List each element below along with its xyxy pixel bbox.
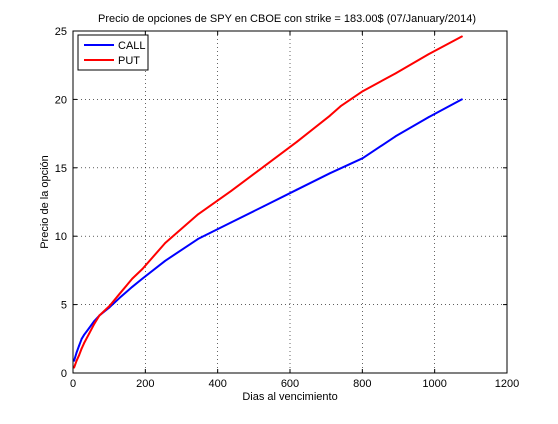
data-point-call bbox=[80, 337, 83, 340]
x-tick-label: 600 bbox=[281, 378, 299, 390]
x-axis-label: Dias al vencimiento bbox=[242, 391, 337, 403]
data-point-put bbox=[141, 268, 144, 270]
data-point-put bbox=[427, 53, 430, 56]
data-point-call bbox=[164, 259, 167, 262]
data-point-put bbox=[295, 140, 298, 143]
data-point-call bbox=[394, 135, 397, 138]
data-point-call bbox=[118, 296, 121, 299]
legend-label-put: PUT bbox=[118, 55, 140, 67]
x-tick-label: 1200 bbox=[495, 378, 519, 390]
data-point-call bbox=[83, 333, 86, 336]
data-point-call bbox=[141, 277, 144, 280]
data-point-call bbox=[131, 285, 134, 288]
data-point-call bbox=[75, 351, 78, 354]
data-point-put bbox=[118, 292, 121, 295]
x-tick-label: 0 bbox=[70, 378, 76, 390]
y-tick-label: 25 bbox=[55, 26, 67, 38]
data-point-put bbox=[83, 342, 86, 344]
data-point-call bbox=[460, 98, 463, 101]
data-point-put bbox=[80, 347, 83, 350]
data-point-call bbox=[88, 326, 91, 329]
data-point-call bbox=[295, 188, 298, 191]
data-point-call bbox=[263, 205, 265, 208]
y-tick-label: 15 bbox=[55, 163, 67, 175]
x-tick-label: 200 bbox=[136, 378, 154, 390]
data-point-put bbox=[164, 242, 167, 244]
series-line-call bbox=[73, 98, 463, 362]
grid-layer bbox=[73, 31, 507, 373]
y-axis-label: Precio de la opción bbox=[39, 155, 51, 249]
data-point-put bbox=[197, 213, 200, 216]
plot-area-frame bbox=[72, 30, 508, 374]
legend-box bbox=[77, 34, 149, 71]
data-point-call bbox=[427, 116, 430, 119]
data-point-call bbox=[73, 359, 75, 362]
tick-layer: 0 200 400 600 800 1000 1200 0 5 10 15 20 25 bbox=[55, 26, 519, 390]
data-point-put bbox=[108, 305, 111, 307]
data-point-put bbox=[339, 105, 342, 108]
data-point-put bbox=[73, 366, 75, 369]
data-point-put bbox=[131, 277, 134, 280]
data-point-call bbox=[197, 238, 200, 240]
chart-title: Precio de opciones de SPY en CBOE con st… bbox=[98, 13, 476, 25]
legend: CALL PUT bbox=[77, 34, 149, 71]
y-tick-label: 0 bbox=[61, 368, 67, 380]
data-point-call bbox=[230, 221, 232, 224]
data-point-put bbox=[93, 322, 96, 325]
data-point-put bbox=[394, 72, 397, 75]
series-line-put bbox=[73, 35, 463, 369]
legend-label-call: CALL bbox=[118, 40, 146, 52]
data-point-put bbox=[361, 90, 364, 93]
data-point-put bbox=[328, 114, 331, 117]
x-tick-label: 1000 bbox=[422, 378, 446, 390]
y-tick-label: 5 bbox=[61, 300, 67, 312]
x-tick-label: 400 bbox=[208, 378, 226, 390]
data-point-put bbox=[78, 354, 81, 357]
data-point-call bbox=[328, 172, 331, 175]
x-tick-label: 800 bbox=[353, 378, 371, 390]
data-point-put bbox=[75, 359, 78, 362]
data-point-call bbox=[361, 157, 364, 160]
data-point-put bbox=[460, 35, 463, 38]
y-tick-label: 10 bbox=[55, 231, 67, 243]
data-point-put bbox=[88, 332, 91, 335]
data-point-put bbox=[98, 314, 101, 317]
y-tick-label: 20 bbox=[55, 94, 67, 106]
data-point-put bbox=[263, 165, 265, 168]
series-layer bbox=[73, 35, 463, 369]
data-point-call bbox=[78, 344, 81, 347]
data-point-put bbox=[230, 190, 232, 192]
